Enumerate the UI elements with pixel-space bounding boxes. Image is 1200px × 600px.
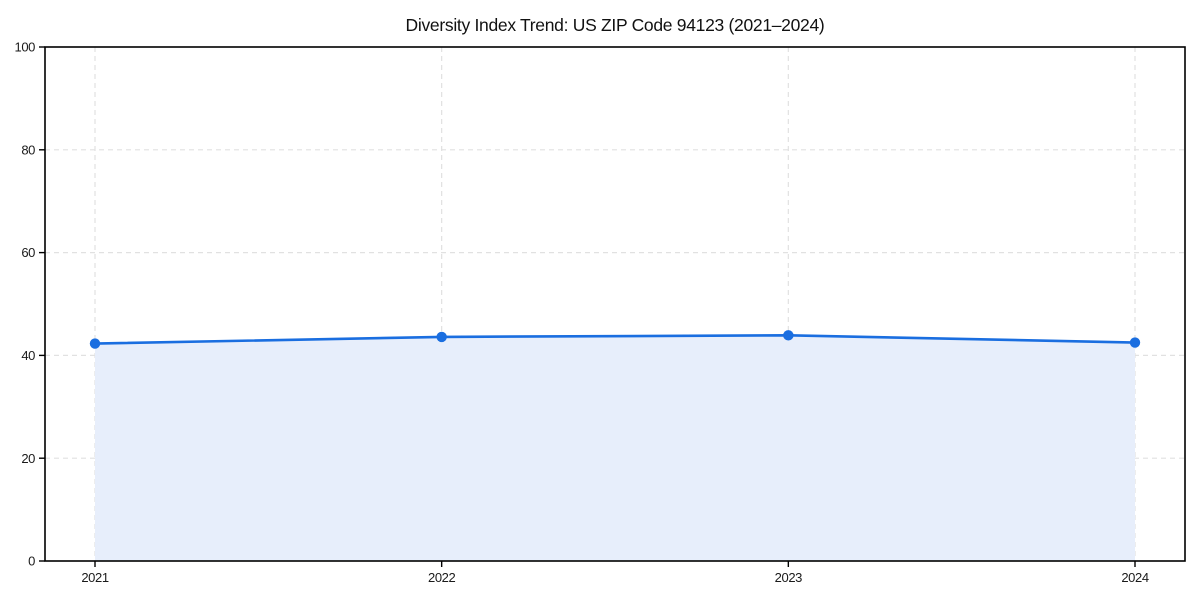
chart-title: Diversity Index Trend: US ZIP Code 94123… bbox=[406, 15, 825, 35]
y-tick-label: 60 bbox=[21, 245, 35, 260]
series-line bbox=[93, 334, 1137, 345]
data-point-marker bbox=[436, 331, 447, 343]
data-point-marker bbox=[1129, 337, 1141, 348]
y-tick-label: 40 bbox=[21, 348, 35, 363]
x-tick-label: 2021 bbox=[81, 570, 108, 585]
axis-ticks: 0 20 40 60 80 100 2021 2022 2023 2024 bbox=[15, 40, 1150, 585]
area-fill bbox=[95, 335, 1135, 561]
y-tick-label: 100 bbox=[15, 40, 36, 55]
y-tick-label: 0 bbox=[28, 554, 35, 569]
plot-border bbox=[44, 46, 1186, 562]
x-tick-label: 2023 bbox=[775, 570, 802, 585]
data-point-marker bbox=[89, 338, 101, 349]
series-area bbox=[95, 335, 1135, 561]
data-point-marker bbox=[783, 330, 794, 341]
trend-line bbox=[93, 334, 1137, 345]
x-tick-label: 2022 bbox=[428, 570, 455, 585]
axes-spine bbox=[44, 46, 1186, 562]
x-tick-label: 2024 bbox=[1121, 570, 1148, 585]
y-tick-label: 80 bbox=[21, 142, 35, 157]
data-point-markers bbox=[89, 330, 1141, 349]
y-tick-label: 20 bbox=[21, 451, 35, 466]
